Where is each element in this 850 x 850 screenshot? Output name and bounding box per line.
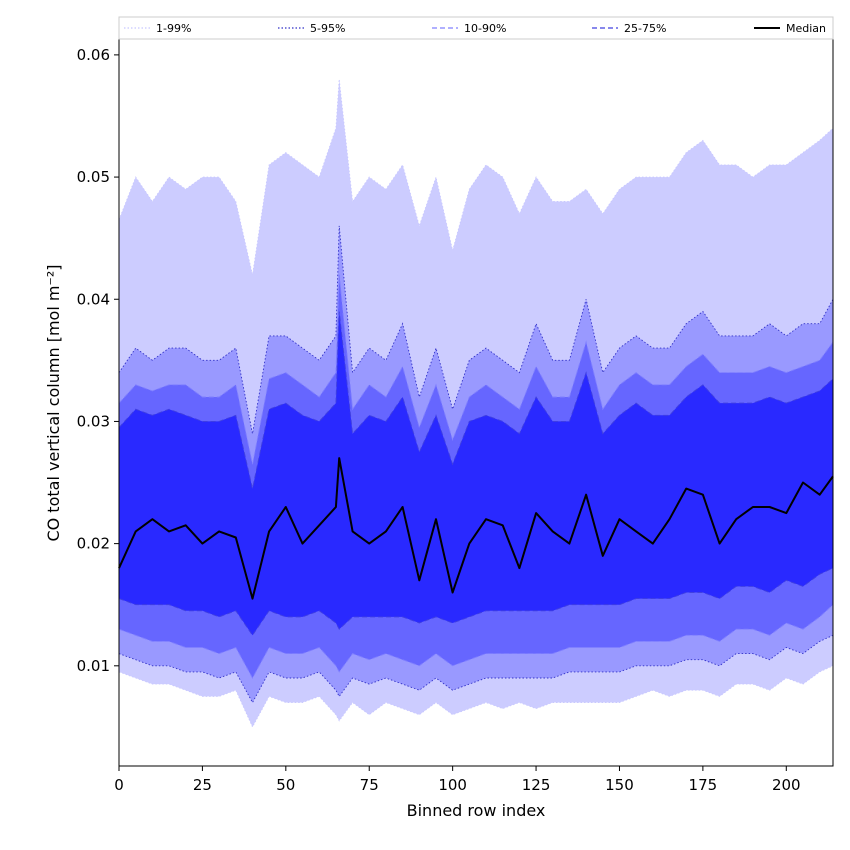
x-tick-label: 200 — [772, 776, 801, 794]
percentile-bands — [119, 79, 833, 727]
x-tick-label: 75 — [360, 776, 379, 794]
x-tick-label: 150 — [605, 776, 634, 794]
legend-label: 1-99% — [156, 22, 191, 35]
line-5-95%-lower — [118, 634, 834, 704]
line-25-75%-upper — [118, 311, 834, 489]
line-5-95%-upper — [118, 225, 834, 434]
legend-label: 10-90% — [464, 22, 506, 35]
y-axis-label: CO total vertical column [mol m⁻²] — [44, 264, 63, 541]
y-axis-ticks: 0.01 0.02 0.03 0.04 0.05 0.06 — [77, 46, 119, 675]
legend: 1-99% 5-95% 10-90% 25-75% Median — [118, 16, 834, 40]
line-10-90%-lower — [118, 604, 834, 679]
y-tick-label: 0.03 — [77, 412, 110, 430]
x-tick-label: 175 — [689, 776, 718, 794]
band-25-75% — [119, 311, 833, 636]
y-tick-label: 0.06 — [77, 46, 110, 64]
y-tick-label: 0.05 — [77, 168, 110, 186]
line-25-75%-lower — [118, 567, 834, 637]
legend-label: Median — [786, 22, 826, 35]
x-axis-ticks: 0 25 50 75 100 125 150 175 200 — [114, 766, 801, 794]
legend-label: 25-75% — [624, 22, 666, 35]
series-lines — [118, 79, 834, 728]
y-tick-label: 0.02 — [77, 535, 110, 553]
x-tick-label: 100 — [438, 776, 467, 794]
line-10-90%-upper — [118, 274, 834, 465]
x-tick-label: 125 — [522, 776, 551, 794]
line-1-99%-upper — [118, 79, 834, 275]
x-tick-label: 0 — [114, 776, 124, 794]
x-tick-label: 50 — [276, 776, 295, 794]
y-tick-label: 0.04 — [77, 290, 110, 308]
x-axis-label: Binned row index — [407, 801, 546, 820]
legend-frame — [118, 16, 834, 40]
y-tick-label: 0.01 — [77, 657, 110, 675]
x-tick-label: 25 — [193, 776, 212, 794]
line-median — [118, 457, 834, 600]
legend-label: 5-95% — [310, 22, 345, 35]
